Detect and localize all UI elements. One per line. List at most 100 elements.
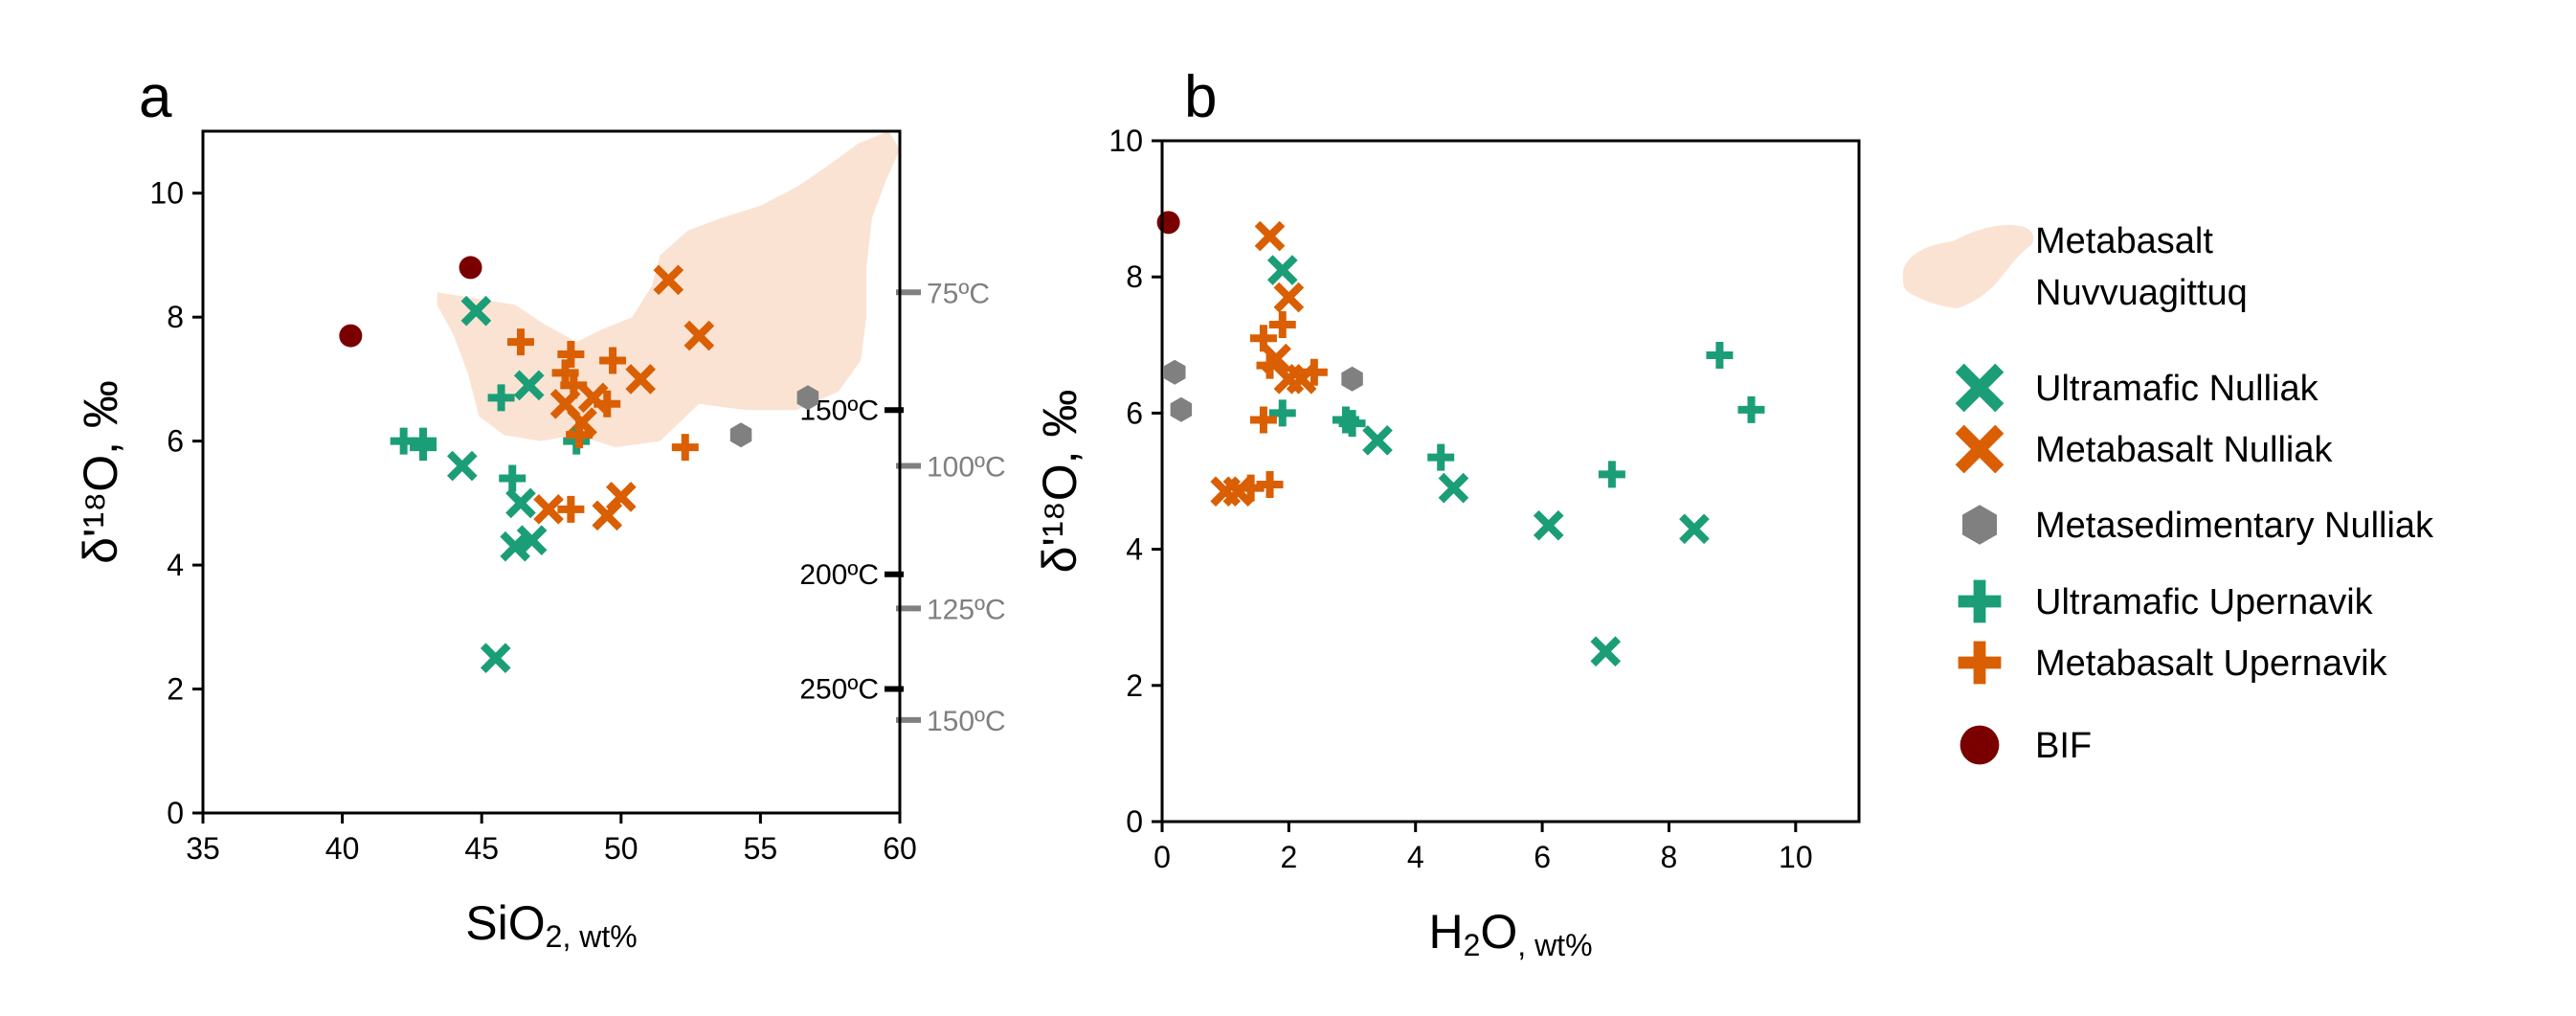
panel-a-temp-minor-label-0: 75ºC	[927, 278, 990, 309]
panel-b-point-metabasalt-upernavik-6	[1237, 474, 1265, 502]
panel-b-x-tick-label-2: 4	[1407, 840, 1424, 874]
panel-a-point-metabasalt-upernavik-4	[599, 347, 627, 374]
panel-b-point-bif-0	[1156, 211, 1180, 235]
legend-item-metabasalt-upernavik-marker	[1958, 641, 2002, 685]
panel-a-temp-major-label-2: 250ºC	[799, 674, 879, 706]
panel-a-field-metabasalt-nuvvuagittuq	[437, 131, 900, 448]
panel-a-x-tick-label-2: 45	[464, 831, 499, 866]
panel-b-point-metasedimentary-nulliak-2	[1341, 366, 1363, 392]
legend-item-metabasalt-nuvvuagittuq-swatch	[1902, 224, 2034, 308]
legend-item-metabasalt-nulliak-label: Metabasalt Nulliak	[2035, 430, 2333, 470]
panel-a-point-ultramafic-nulliak-4	[516, 525, 548, 556]
panel-b-point-metasedimentary-nulliak-1	[1170, 396, 1193, 422]
panel-b-x-tick-label-0: 0	[1154, 840, 1171, 874]
panel-a-point-metabasalt-upernavik-3	[560, 372, 588, 399]
panel-b-y-tick-label-3: 6	[1126, 395, 1143, 430]
panel-a-point-ultramafic-upernavik-3	[487, 384, 515, 412]
panel-a-point-metabasalt-nulliak-6	[533, 494, 564, 525]
panel-b-point-ultramafic-upernavik-6	[1737, 395, 1765, 423]
legend-item-metabasalt-nuvvuagittuq-label: Metabasalt Nuvvuagittuq	[2035, 221, 2248, 313]
panel-a-point-ultramafic-nulliak-3	[500, 531, 530, 562]
legend-item-ultramafic-nulliak-label: Ultramafic Nulliak	[2035, 369, 2319, 409]
panel-a-point-metabasalt-nulliak-8	[605, 482, 637, 512]
panel-a-point-bif-0	[339, 324, 363, 348]
panel-a-temp-minor-label-3: 150ºC	[927, 706, 1006, 737]
panel-b-point-metasedimentary-nulliak-0	[1164, 359, 1186, 385]
panel-a-point-ultramafic-nulliak-2	[446, 450, 478, 482]
panel-b-point-ultramafic-upernavik-2	[1338, 410, 1366, 438]
panel-a-y-axis-label: δ'¹⁸O, ‰	[74, 380, 127, 564]
panel-a-point-metabasalt-upernavik-0	[506, 328, 534, 356]
panel-b-y-tick-label-4: 8	[1126, 260, 1143, 294]
panel-b-x-axis-label: H2O, wt%	[1428, 905, 1592, 962]
panel-a-y-tick-label-2: 4	[167, 548, 184, 582]
panel-a-point-metabasalt-nulliak-2	[625, 364, 657, 395]
panel-b-point-ultramafic-upernavik-5	[1706, 341, 1734, 369]
panel-a-axes-frame	[201, 129, 902, 815]
panel-b-y-tick-label-2: 4	[1126, 532, 1143, 567]
panel-a-x-tick-label-5: 60	[883, 831, 917, 866]
panel-a-point-ultramafic-upernavik-4	[499, 464, 526, 492]
panel-b-point-ultramafic-nulliak-3	[1533, 509, 1564, 541]
legend-item-bif-label: BIF	[2035, 726, 2092, 766]
panel-a-point-ultramafic-nulliak-5	[505, 487, 536, 519]
panel-a-y-tick-label-5: 10	[149, 176, 184, 211]
panel-b-point-ultramafic-nulliak-1	[1362, 425, 1393, 456]
panel-a-x-tick-label-3: 50	[604, 831, 638, 866]
panel-b-point-ultramafic-nulliak-2	[1438, 472, 1469, 504]
panel-a-point-metabasalt-upernavik-8	[557, 495, 585, 523]
panel-b-point-metabasalt-nulliak-1	[1273, 282, 1305, 313]
panel-b-point-metabasalt-upernavik-1	[1268, 310, 1296, 338]
legend-item-metasedimentary-nulliak-marker	[1962, 505, 1997, 545]
panel-b-point-ultramafic-nulliak-4	[1679, 513, 1710, 545]
panel-a-point-metabasalt-upernavik-1	[557, 341, 585, 369]
legend-item-ultramafic-upernavik-marker	[1958, 579, 2002, 623]
panel-a-point-bif-1	[459, 256, 482, 280]
panel-a-point-metabasalt-nulliak-0	[653, 264, 684, 296]
panel-a-temp-minor-label-2: 125ºC	[927, 594, 1006, 625]
panel-b-x-tick-label-4: 8	[1661, 840, 1678, 874]
panel-a-y-tick-label-0: 0	[167, 796, 184, 830]
panel-a-point-metabasalt-upernavik-6	[566, 421, 594, 449]
panel-a-x-axis-label: SiO2, wt%	[465, 896, 637, 954]
legend-item-metabasalt-nulliak-marker	[1955, 424, 2005, 474]
panel-a-point-ultramafic-nulliak-1	[513, 370, 545, 401]
panel-a-y-tick-label-3: 6	[167, 424, 184, 459]
legend-item-ultramafic-upernavik-label: Ultramafic Upernavik	[2035, 582, 2374, 622]
panel-a-point-ultramafic-nulliak-6	[480, 643, 511, 674]
panel-a-point-metabasalt-nulliak-1	[683, 320, 715, 351]
panel-b-point-metabasalt-upernavik-4	[1249, 406, 1277, 434]
panel-b-point-metabasalt-upernavik-0	[1249, 325, 1277, 352]
panel-label-a: a	[139, 64, 172, 130]
legend-item-metabasalt-upernavik-label: Metabasalt Upernavik	[2035, 643, 2388, 684]
panel-a-point-metabasalt-upernavik-7	[671, 434, 699, 462]
legend-item-bif-marker	[1960, 725, 2000, 765]
panel-a-temp-minor-label-1: 100ºC	[927, 452, 1006, 484]
panel-a-point-metasedimentary-nulliak-0	[729, 422, 752, 448]
panel-b-point-ultramafic-nulliak-5	[1590, 636, 1622, 667]
panel-b-point-metabasalt-upernavik-3	[1300, 358, 1328, 386]
panel-b-y-tick-label-0: 0	[1126, 804, 1143, 839]
panel-b-y-tick-label-5: 10	[1109, 124, 1143, 158]
panel-a-point-metasedimentary-nulliak-1	[796, 385, 819, 411]
panel-a-x-tick-label-4: 55	[744, 831, 778, 866]
panel-b-y-tick-label-1: 2	[1126, 668, 1143, 703]
panel-label-b: b	[1184, 64, 1217, 130]
legend: Metabasalt Nuvvuagittuq Ultramafic Nulliak…	[1902, 221, 2434, 766]
panel-b-y-axis-label: δ'¹⁸O, ‰	[1033, 390, 1086, 574]
panel-b-point-metabasalt-nulliak-0	[1254, 220, 1286, 252]
panel-b-point-ultramafic-upernavik-4	[1598, 461, 1625, 488]
panel-b-x-tick-label-5: 10	[1779, 840, 1813, 874]
panel-a-y-tick-label-4: 8	[167, 300, 184, 334]
panel-b-x-tick-label-1: 2	[1280, 840, 1297, 874]
legend-item-ultramafic-nulliak-marker	[1955, 363, 2005, 413]
panel-a-temp-major-label-1: 200ºC	[799, 559, 879, 591]
panel-a-point-ultramafic-upernavik-2	[410, 434, 437, 462]
panel-a-y-tick-label-1: 2	[167, 672, 184, 707]
panel-b-point-ultramafic-upernavik-3	[1427, 443, 1455, 471]
panel-a-point-ultramafic-nulliak-0	[460, 295, 492, 327]
panel-b-axes-frame	[1160, 139, 1861, 824]
panel-b-point-metabasalt-upernavik-2	[1256, 351, 1284, 379]
